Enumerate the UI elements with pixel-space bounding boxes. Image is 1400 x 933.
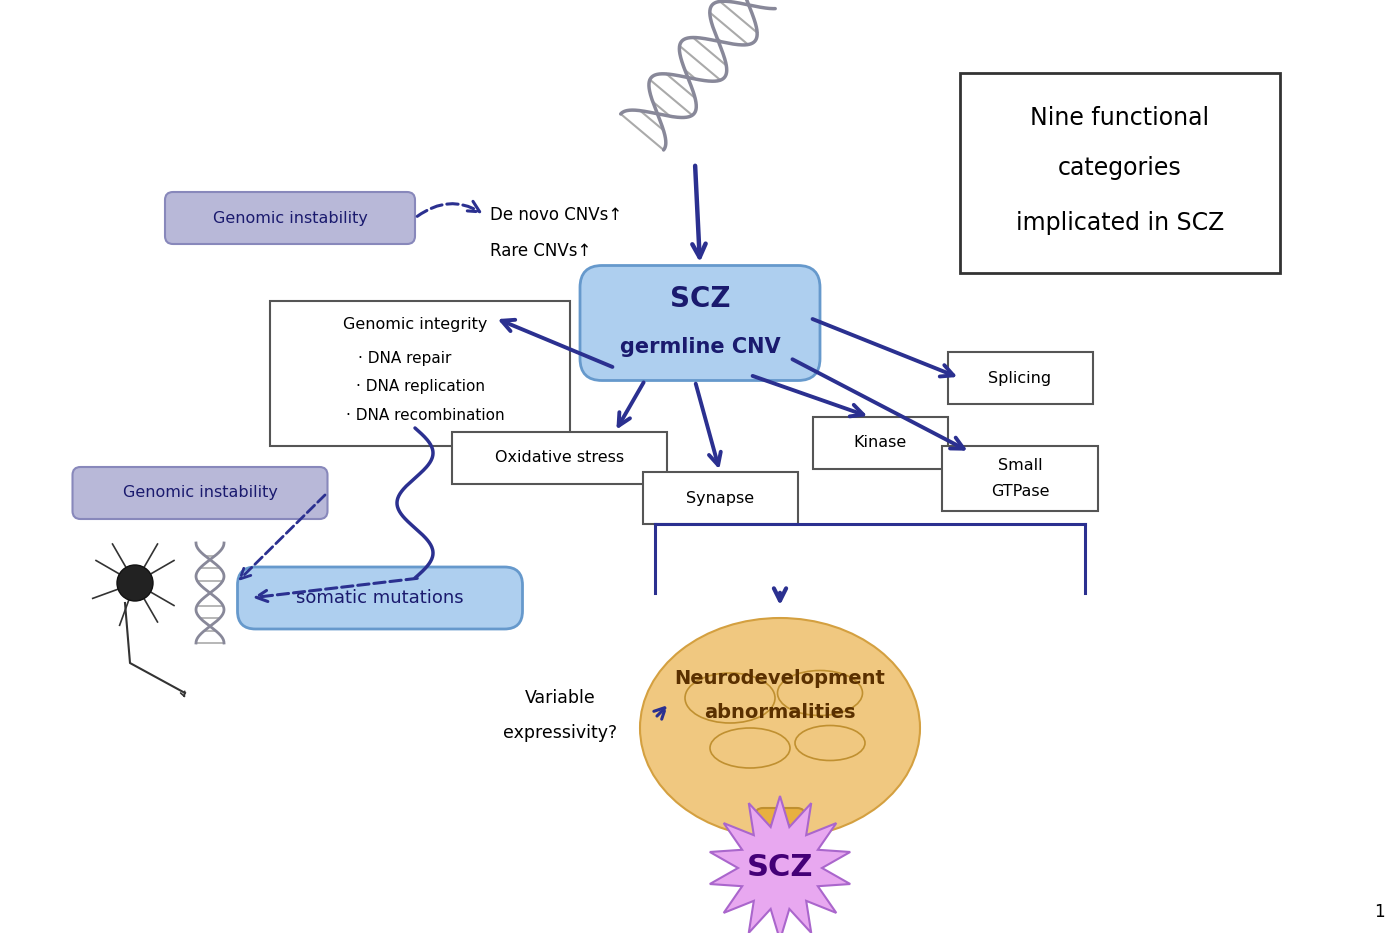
FancyBboxPatch shape bbox=[73, 467, 328, 519]
FancyBboxPatch shape bbox=[643, 472, 798, 524]
Text: Genomic instability: Genomic instability bbox=[213, 211, 367, 226]
Text: Nine functional: Nine functional bbox=[1030, 106, 1210, 130]
FancyBboxPatch shape bbox=[165, 192, 414, 244]
Text: Variable: Variable bbox=[525, 689, 595, 707]
Text: · DNA recombination: · DNA recombination bbox=[346, 408, 504, 423]
Text: implicated in SCZ: implicated in SCZ bbox=[1016, 211, 1224, 235]
FancyBboxPatch shape bbox=[812, 417, 948, 469]
Text: Rare CNVs↑: Rare CNVs↑ bbox=[490, 242, 591, 260]
FancyBboxPatch shape bbox=[580, 266, 820, 381]
Text: Small: Small bbox=[998, 458, 1043, 474]
Text: · DNA replication: · DNA replication bbox=[356, 379, 484, 394]
Text: germline CNV: germline CNV bbox=[620, 337, 780, 357]
Text: Neurodevelopment: Neurodevelopment bbox=[675, 669, 885, 688]
Text: · DNA repair: · DNA repair bbox=[358, 351, 452, 366]
Text: Genomic integrity: Genomic integrity bbox=[343, 317, 487, 332]
FancyBboxPatch shape bbox=[948, 352, 1092, 404]
Text: Kinase: Kinase bbox=[854, 436, 907, 451]
Polygon shape bbox=[710, 796, 850, 933]
Text: Oxidative stress: Oxidative stress bbox=[496, 451, 624, 466]
Text: SCZ: SCZ bbox=[669, 285, 731, 313]
Circle shape bbox=[118, 565, 153, 601]
Text: Genomic instability: Genomic instability bbox=[123, 485, 277, 500]
FancyBboxPatch shape bbox=[942, 445, 1098, 510]
Text: GTPase: GTPase bbox=[991, 484, 1049, 499]
FancyBboxPatch shape bbox=[270, 300, 570, 445]
Text: Splicing: Splicing bbox=[988, 370, 1051, 385]
FancyBboxPatch shape bbox=[452, 432, 668, 484]
Text: categories: categories bbox=[1058, 156, 1182, 180]
FancyBboxPatch shape bbox=[960, 73, 1280, 273]
Ellipse shape bbox=[640, 618, 920, 838]
Text: expressivity?: expressivity? bbox=[503, 724, 617, 742]
Text: De novo CNVs↑: De novo CNVs↑ bbox=[490, 206, 622, 224]
Text: Synapse: Synapse bbox=[686, 491, 755, 506]
Text: 1: 1 bbox=[1375, 903, 1385, 921]
Text: SCZ: SCZ bbox=[746, 854, 813, 883]
FancyBboxPatch shape bbox=[238, 567, 522, 629]
FancyBboxPatch shape bbox=[755, 808, 805, 863]
Text: somatic mutations: somatic mutations bbox=[297, 589, 463, 607]
Text: abnormalities: abnormalities bbox=[704, 703, 855, 722]
